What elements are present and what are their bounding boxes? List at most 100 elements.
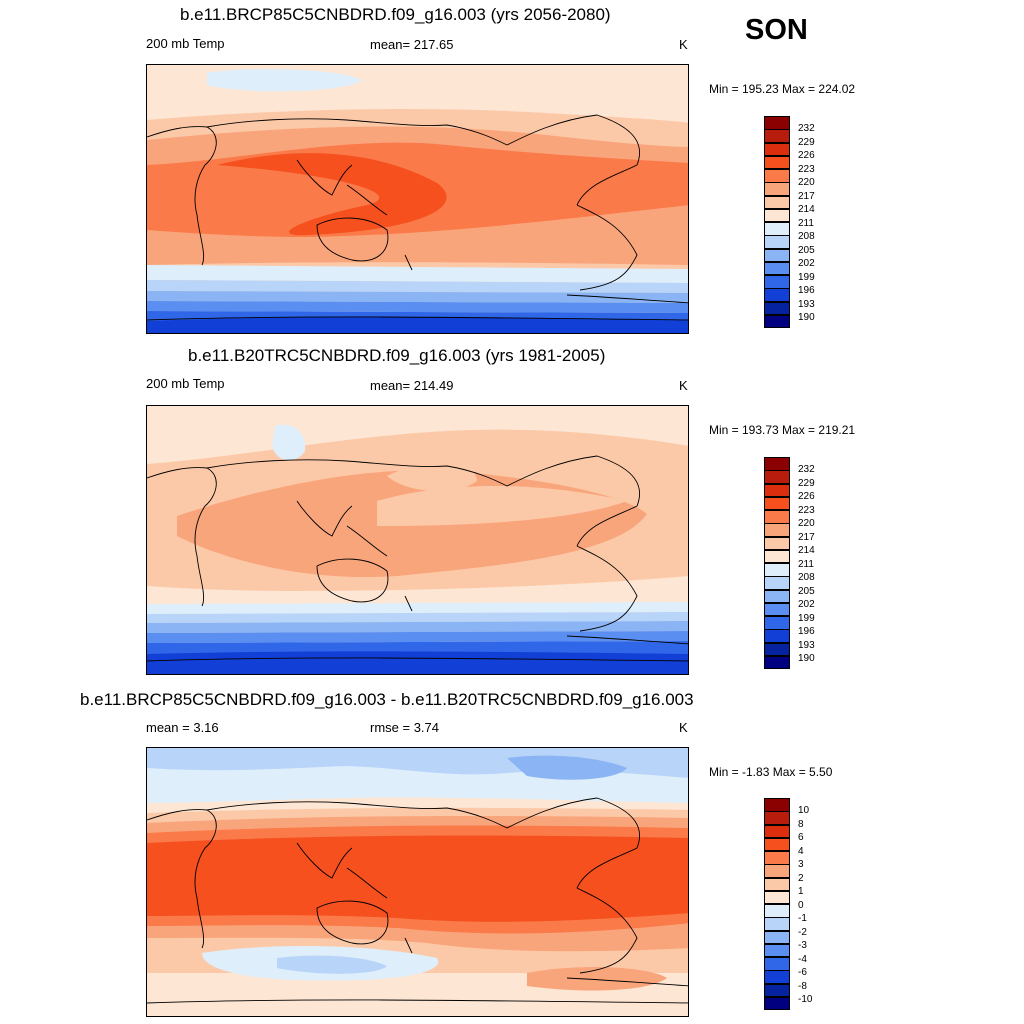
panel3-colorbar-label: -1 [798,913,807,924]
panel3-colorbar-swatch [764,837,790,852]
panel2-colorbar-label: 196 [798,626,815,637]
panel3-map-svg [147,748,688,1016]
panel1-colorbar: 232 229 226 223 220 217 214 211 208 205 … [764,116,815,329]
panel2-colorbar-label: 211 [798,558,814,570]
panel3-colorbar-swatch [764,824,790,839]
panel2-map [146,405,689,675]
panel2-colorbar-label: 190 [798,653,815,664]
panel3-colorbar-label: 6 [798,832,804,843]
panel3-colorbar-label: 0 [798,899,804,911]
panel3-colorbar-swatch [764,851,790,865]
panel3-colorbar-swatch [764,943,790,958]
panel3-colorbar-swatch [764,917,790,931]
panel2-colorbar-swatch [764,616,790,630]
panel3-colorbar-label: -2 [798,926,807,938]
panel1-colorbar-label: 223 [798,163,815,175]
panel2-colorbar-label: 208 [798,572,815,583]
panel3-colorbar-label: -10 [798,994,813,1005]
panel2-colorbar-swatch [764,589,790,604]
panel1-colorbar-swatch [764,155,790,170]
panel2-colorbar-label: 202 [798,599,815,610]
panel1-colorbar-label: 211 [798,217,814,229]
panel3-left-label: mean = 3.16 [146,720,219,735]
panel2-colorbar-swatch [764,563,790,577]
panel1-colorbar-swatch [764,129,790,143]
panel1-colorbar-swatch [764,169,790,183]
panel3-colorbar-label: -3 [798,940,807,951]
panel1-map-svg [147,65,688,333]
panel3-colorbar-swatch [764,970,790,984]
panel1-colorbar-label: 229 [798,136,815,148]
panel2-left-label: 200 mb Temp [146,376,225,391]
panel2-center-label: mean= 214.49 [370,378,454,393]
panel3-colorbar-swatch [764,811,790,825]
panel2-colorbar-label: 199 [798,612,815,624]
panel2-colorbar-label: 214 [798,545,815,556]
panel2-colorbar-label: 220 [798,518,815,529]
panel3-colorbar-label: 3 [798,859,804,870]
panel1-colorbar-label: 214 [798,204,815,215]
panel2-colorbar-swatch [764,642,790,657]
panel1-colorbar-label: 217 [798,190,815,202]
panel1-colorbar-swatch [764,142,790,157]
panel2-colorbar-swatch [764,576,790,590]
panel2-colorbar-swatch [764,549,790,564]
panel2-title: b.e11.B20TRC5CNBDRD.f09_g16.003 (yrs 198… [188,346,606,365]
panel1-colorbar-swatch [764,301,790,316]
panel3-colorbar-swatch [764,957,790,971]
panel2-colorbar-swatch [764,510,790,524]
panel1-colorbar-label: 205 [798,244,815,256]
panel1-colorbar-label: 232 [798,123,815,134]
panel1-title: b.e11.BRCP85C5CNBDRD.f09_g16.003 (yrs 20… [180,5,611,24]
panel3-colorbar-swatch [764,996,790,1011]
panel1-colorbar-swatch [764,182,790,196]
panel2-colorbar-swatch [764,470,790,484]
panel1-colorbar-label: 196 [798,285,815,296]
panel2-colorbar-swatch [764,457,790,471]
panel1-colorbar-label: 220 [798,177,815,188]
panel1-units: K [679,37,688,52]
panel1-colorbar-label: 208 [798,231,815,242]
panel1-colorbar-label: 190 [798,312,815,323]
panel2-minmax: Min = 193.73 Max = 219.21 [709,423,856,437]
panel3-colorbar-swatch [764,930,790,945]
panel1-colorbar-swatch [764,261,790,276]
panel1-colorbar-swatch [764,275,790,289]
panel3-colorbar-label: -8 [798,980,807,992]
panel2-colorbar-swatch [764,523,790,537]
panel3-colorbar-label: 4 [798,845,804,857]
panel2-colorbar-swatch [764,483,790,498]
panel3-colorbar-label: 1 [798,886,804,897]
panel2-colorbar-swatch [764,536,790,551]
panel2-map-svg [147,406,688,674]
panel2-colorbar-label: 205 [798,585,815,597]
panel3-colorbar-swatch [764,798,790,812]
panel1-colorbar-label: 226 [798,150,815,161]
panel2-colorbar-swatch [764,629,790,643]
panel2-colorbar-label: 193 [798,639,815,651]
panel3-colorbar-swatch [764,877,790,892]
panel3-colorbar-swatch [764,904,790,918]
panel3-center-label: rmse = 3.74 [370,720,440,735]
panel3-colorbar-label: -4 [798,953,807,965]
season-label: SON [745,14,808,46]
panel2-colorbar-label: 226 [798,491,815,502]
panel1-colorbar-swatch [764,248,790,263]
panel2-colorbar-swatch [764,655,790,670]
panel1-colorbar-swatch [764,235,790,249]
panel3-colorbar-label: 10 [798,805,810,816]
panel2-colorbar-label: 223 [798,504,815,516]
panel3-colorbar-swatch [764,890,790,905]
panel1-colorbar-swatch [764,116,790,130]
panel2-colorbar: 232 229 226 223 220 217 214 211 208 205 … [764,457,815,670]
panel3-colorbar-label: 8 [798,818,804,830]
panel3-colorbar-swatch [764,983,790,998]
panel3-colorbar-swatch [764,864,790,878]
panel3-units: K [679,720,688,735]
panel3-colorbar-label: -6 [798,967,807,978]
panel2-colorbar-swatch [764,602,790,617]
panel1-colorbar-swatch [764,208,790,223]
panel3-colorbar-label: 2 [798,872,804,884]
panel1-left-label: 200 mb Temp [146,36,225,51]
panel1-center-label: mean= 217.65 [370,37,454,52]
